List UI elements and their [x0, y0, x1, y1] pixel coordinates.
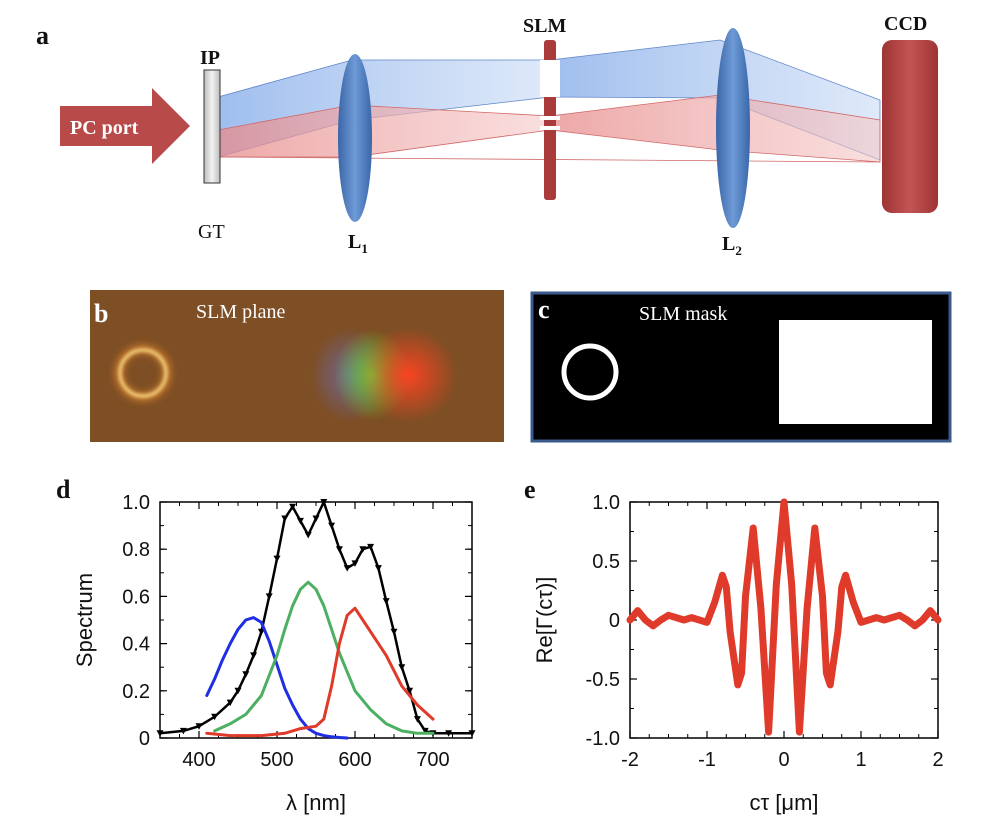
beam-paths [217, 39, 881, 163]
y-axis-label: Re[Γ(cτ)] [532, 577, 557, 664]
series-line-2 [213, 580, 435, 735]
l1-label: L1 [348, 231, 368, 256]
panel-b: b SLM plane [90, 290, 504, 442]
panel-e-letter: e [524, 475, 536, 504]
panel-c-title: SLM mask [639, 303, 727, 325]
slm-label: SLM [523, 15, 566, 37]
x-tick-label: 500 [260, 749, 293, 771]
series-point [421, 727, 429, 735]
y-tick-label: -0.5 [586, 669, 620, 691]
port-arrow-shape [60, 88, 190, 164]
panel-b-letter: b [94, 299, 108, 328]
series-point [281, 515, 289, 523]
series-point [406, 687, 414, 695]
panel-a-letter: a [36, 21, 49, 50]
series-point [390, 628, 398, 636]
y-tick-label: 0.4 [122, 634, 150, 656]
coherence-chart: -2 -1 0 1 2 -1.0 -0.5 0 0.5 1.0 cτ [μm] Re[Γ(cτ)] [532, 492, 944, 815]
panel-d-letter: d [56, 475, 71, 504]
x-tick-label: 400 [182, 749, 215, 771]
slm-device [540, 40, 560, 200]
l2-label: L2 [722, 233, 742, 258]
series-point [250, 652, 258, 659]
series-point [226, 699, 234, 707]
series-point [382, 598, 390, 605]
series-point [234, 687, 242, 695]
red-spot [358, 327, 458, 423]
y-tick-label: 1.0 [592, 492, 620, 514]
y-tick-label: 0.8 [122, 539, 150, 561]
series-point [335, 546, 343, 553]
ip-label: IP [200, 47, 220, 69]
series-point [312, 515, 320, 523]
spectrum-chart: 400 500 600 700 0 0.2 0.4 0.6 0.8 1.0 λ [nm] Spectr… [72, 492, 476, 815]
panel-e: e -2 -1 0 1 2 -1.0 -0.5 0 0.5 1.0 cτ [μm] Re[Γ(cτ)] [524, 475, 944, 815]
series-point [195, 723, 203, 730]
panel-b-title: SLM plane [196, 301, 286, 323]
series-point [273, 555, 281, 563]
series-point [398, 664, 406, 671]
y-tick-label: 0.2 [122, 681, 150, 703]
panel-a: a PC port IP GT L1 SLM [36, 13, 938, 258]
image-plane [203, 69, 221, 184]
pc-port-arrow: PC port [60, 88, 190, 164]
x-tick-label: 700 [416, 749, 449, 771]
mask-ring [561, 343, 619, 401]
lens-l2 [716, 28, 750, 228]
x-tick-label: 2 [932, 749, 943, 771]
series-line-0 [626, 498, 942, 736]
series-point [359, 546, 367, 553]
series-point [351, 560, 359, 567]
ccd-camera [882, 40, 938, 213]
slm-gap-lower-1 [540, 116, 560, 120]
panel-d: d 400 500 600 700 0 0.2 0.4 0.6 0.8 1.0 λ [nm] Spec… [56, 475, 476, 815]
ccd-label: CCD [884, 13, 927, 35]
x-tick-label: -2 [621, 749, 639, 771]
plot-frame [159, 501, 473, 739]
ring-spot [118, 348, 168, 398]
y-tick-label: -1.0 [586, 728, 620, 750]
series-point [156, 730, 164, 737]
x-axis-label: λ [nm] [286, 790, 346, 815]
y-axis-label: Spectrum [72, 573, 97, 667]
y-tick-label: 0.6 [122, 586, 150, 608]
series-line-1 [205, 616, 349, 740]
gt-label: GT [198, 221, 225, 243]
panel-c-letter: c [538, 295, 550, 324]
series-point [374, 565, 382, 572]
series-point [367, 543, 375, 551]
series-point [289, 503, 297, 511]
series-point [179, 727, 187, 735]
lens-l1 [338, 54, 372, 222]
series-point [413, 716, 421, 723]
slm-gap-lower-2 [540, 126, 560, 130]
series-point [211, 713, 219, 721]
panel-c: c SLM mask [530, 291, 952, 443]
y-tick-label: 0 [139, 728, 150, 750]
y-tick-label: 0 [609, 610, 620, 632]
x-axis-label: cτ [μm] [749, 790, 818, 815]
x-tick-label: 600 [338, 749, 371, 771]
series-line-3 [205, 606, 435, 738]
x-tick-label: -1 [698, 749, 716, 771]
x-tick-label: 0 [778, 749, 789, 771]
series-point [445, 730, 453, 737]
slm-gap-upper [540, 60, 560, 97]
mask-rectangle [779, 320, 932, 424]
series-point [242, 671, 250, 678]
series-point [296, 517, 304, 525]
series-point [468, 730, 476, 737]
series-point [304, 532, 312, 539]
y-tick-label: 0.5 [592, 551, 620, 573]
series-point [320, 499, 328, 506]
x-tick-label: 1 [855, 749, 866, 771]
series-point [328, 522, 336, 530]
series-line-0 [159, 498, 472, 735]
pc-port-label: PC port [70, 117, 139, 139]
series-point [265, 593, 273, 600]
series-point [343, 565, 351, 572]
y-tick-label: 1.0 [122, 492, 150, 514]
